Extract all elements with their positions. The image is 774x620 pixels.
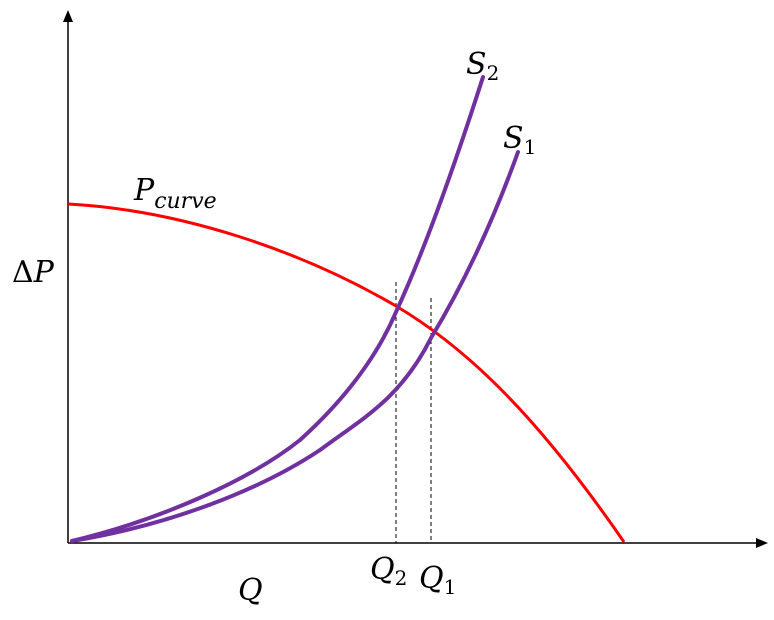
- delta-symbol: Δ: [12, 255, 34, 290]
- q2-label: Q2: [370, 552, 408, 590]
- pump-curve-label: Pcurve: [134, 173, 217, 214]
- system-curve-s1: [70, 150, 520, 543]
- y-axis-label: ΔP: [12, 258, 54, 288]
- system-curve-s1-label: S1: [503, 121, 537, 159]
- y-axis-symbol: P: [33, 255, 54, 290]
- system-curve-s2: [70, 75, 485, 543]
- system-curve-s2-label: S2: [466, 47, 500, 85]
- x-axis-label: Q: [238, 573, 263, 608]
- q1-label: Q1: [419, 561, 457, 599]
- pump-curve: [67, 202, 626, 543]
